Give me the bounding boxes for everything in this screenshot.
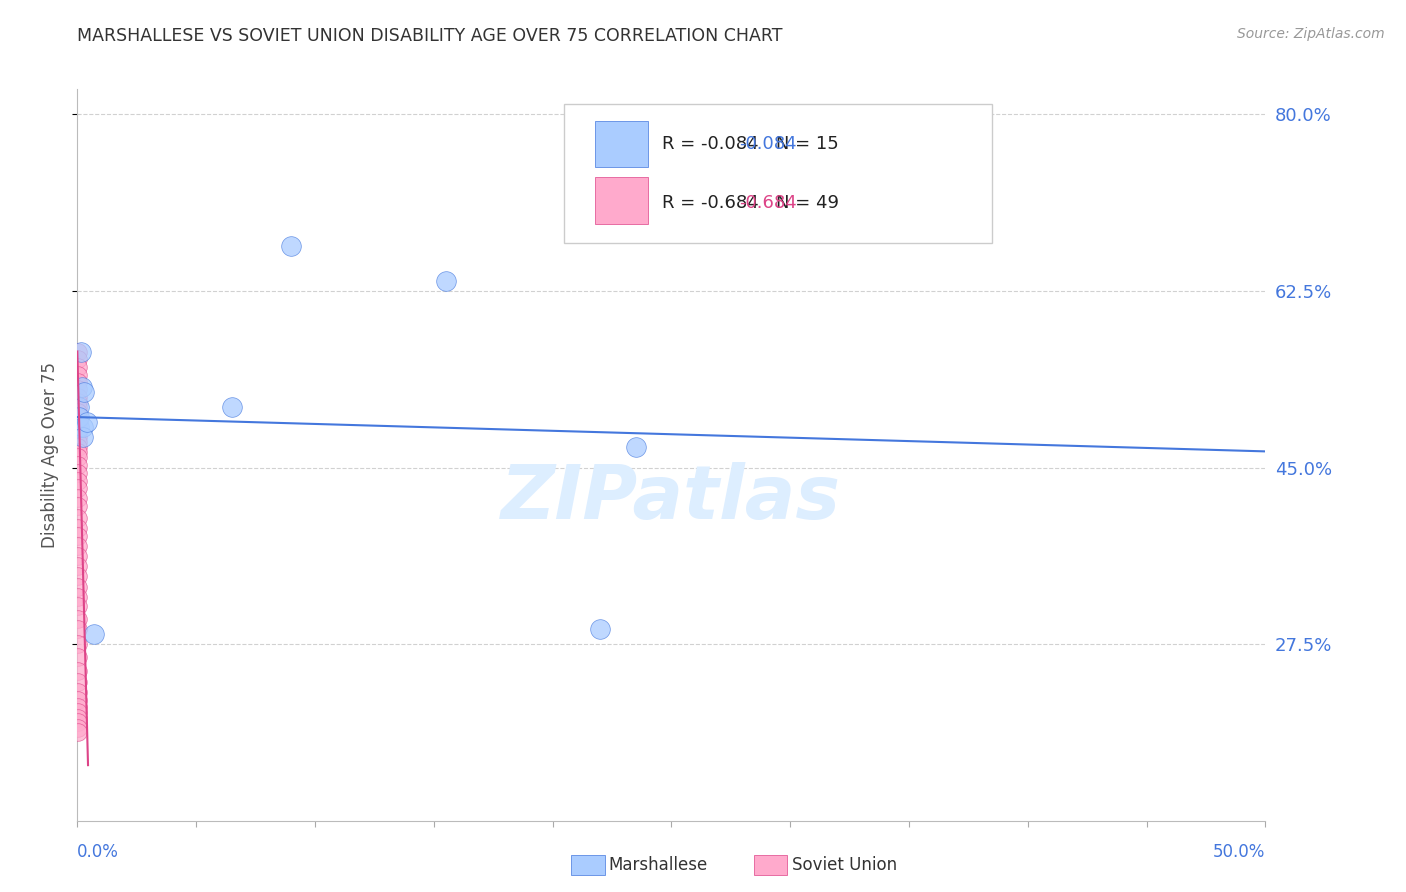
Point — [72, 420, 94, 434]
Point — [589, 622, 612, 636]
Point — [624, 441, 647, 455]
Text: Marshallese: Marshallese — [609, 856, 709, 874]
Point — [66, 499, 89, 513]
Point — [66, 692, 89, 706]
Point — [66, 650, 89, 665]
Point — [66, 724, 89, 739]
Point — [73, 384, 96, 399]
Point — [221, 400, 243, 414]
Point — [66, 425, 89, 440]
Point — [66, 559, 89, 574]
FancyBboxPatch shape — [564, 103, 993, 243]
Point — [66, 445, 89, 459]
Point — [66, 705, 89, 719]
Point — [66, 410, 89, 425]
Point — [66, 675, 89, 690]
Point — [66, 529, 89, 543]
Point — [66, 368, 89, 382]
Point — [66, 415, 89, 429]
Point — [66, 441, 89, 455]
Point — [66, 450, 89, 465]
Point — [66, 590, 89, 604]
Point — [66, 569, 89, 583]
Point — [66, 359, 89, 374]
Point — [66, 622, 89, 636]
Point — [66, 390, 89, 404]
Point — [72, 430, 94, 444]
Point — [66, 466, 89, 480]
Point — [66, 711, 89, 725]
Text: ZIPatlas: ZIPatlas — [502, 462, 841, 535]
Point — [67, 420, 90, 434]
Point — [66, 665, 89, 679]
Text: R = -0.684   N = 49: R = -0.684 N = 49 — [662, 194, 839, 211]
Point — [434, 274, 457, 288]
Text: Source: ZipAtlas.com: Source: ZipAtlas.com — [1237, 27, 1385, 41]
Point — [66, 549, 89, 564]
Text: MARSHALLESE VS SOVIET UNION DISABILITY AGE OVER 75 CORRELATION CHART: MARSHALLESE VS SOVIET UNION DISABILITY A… — [77, 27, 783, 45]
FancyBboxPatch shape — [595, 120, 648, 168]
Point — [66, 420, 89, 434]
Point — [66, 435, 89, 450]
Point — [66, 400, 89, 414]
Text: Soviet Union: Soviet Union — [792, 856, 897, 874]
Point — [66, 721, 89, 735]
Point — [66, 612, 89, 626]
Point — [66, 344, 89, 359]
Point — [66, 684, 89, 698]
Point — [66, 395, 89, 409]
Point — [66, 599, 89, 613]
FancyBboxPatch shape — [595, 177, 648, 224]
Point — [83, 627, 105, 641]
Point — [66, 511, 89, 525]
Text: R = -0.084   N = 15: R = -0.084 N = 15 — [662, 135, 838, 153]
Point — [70, 380, 93, 394]
Point — [66, 580, 89, 594]
Point — [66, 458, 89, 472]
Point — [66, 714, 89, 729]
Point — [76, 415, 98, 429]
Point — [66, 375, 89, 389]
Point — [66, 481, 89, 495]
Point — [66, 491, 89, 505]
Point — [67, 400, 90, 414]
Text: -0.084: -0.084 — [740, 135, 797, 153]
Point — [280, 238, 302, 252]
Point — [66, 351, 89, 366]
Point — [70, 344, 93, 359]
Point — [66, 430, 89, 444]
Text: 0.0%: 0.0% — [77, 843, 120, 861]
Text: -0.684: -0.684 — [740, 194, 797, 211]
Point — [67, 410, 90, 425]
Point — [66, 699, 89, 714]
Point — [66, 382, 89, 396]
Point — [66, 637, 89, 651]
Point — [66, 474, 89, 488]
Text: 50.0%: 50.0% — [1213, 843, 1265, 861]
Point — [66, 539, 89, 553]
Y-axis label: Disability Age Over 75: Disability Age Over 75 — [41, 362, 59, 548]
Point — [66, 521, 89, 535]
Point — [66, 405, 89, 419]
